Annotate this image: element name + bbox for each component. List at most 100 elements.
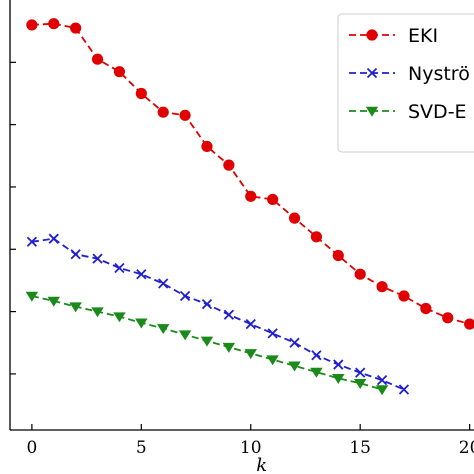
data-point-eki xyxy=(223,159,235,171)
data-point-svd-e xyxy=(156,324,170,335)
data-point-nystr--stroke xyxy=(136,269,147,280)
data-point-eki xyxy=(157,106,169,118)
data-point-nystr- xyxy=(223,309,235,320)
series-line-eki xyxy=(31,22,470,325)
legend-marker-nystr--stroke xyxy=(366,67,378,79)
data-point-svd-e xyxy=(310,367,323,378)
data-point-svd-e xyxy=(244,349,257,360)
data-point-nystr- xyxy=(136,269,147,280)
data-point-nystr- xyxy=(26,236,38,247)
data-point-svd-e xyxy=(135,318,148,329)
data-point-svd-e xyxy=(25,291,39,302)
data-point-svd-e xyxy=(200,336,214,347)
legend-item-nystr-: Nyströ xyxy=(349,63,470,85)
data-point-nystr- xyxy=(289,337,300,348)
data-point-eki xyxy=(398,290,410,302)
legend-label-eki: EKI xyxy=(408,25,438,47)
data-point-eki xyxy=(442,312,454,324)
data-point-nystr--stroke xyxy=(158,278,169,289)
data-point-nystr--stroke xyxy=(355,367,366,378)
data-point-nystr--stroke xyxy=(114,262,125,274)
data-point-eki xyxy=(376,281,388,293)
data-point-nystr- xyxy=(376,375,388,386)
data-point-eki xyxy=(420,302,432,315)
data-point-nystr- xyxy=(179,290,191,302)
legend-label-nystr-: Nyströ xyxy=(408,63,470,85)
legend-marker-nystr- xyxy=(366,67,378,79)
data-point-svd-e xyxy=(266,355,279,366)
legend-label-svd-e: SVD-E xyxy=(408,101,467,123)
data-point-svd-e xyxy=(288,361,301,372)
legend-marker-eki xyxy=(366,29,378,41)
data-point-eki xyxy=(332,249,344,262)
data-point-eki xyxy=(288,212,301,224)
axes: 0 5 10 15 20 xyxy=(9,0,474,458)
legend-item-eki: EKI xyxy=(349,25,438,47)
data-point-nystr- xyxy=(114,262,125,274)
data-point-nystr- xyxy=(92,253,103,264)
x-tick-label: 0 xyxy=(26,438,37,458)
data-point-eki xyxy=(113,66,126,78)
data-point-nystr--stroke xyxy=(267,328,278,339)
x-tick-label: 5 xyxy=(136,438,147,458)
legend-box xyxy=(337,13,474,153)
data-point-nystr- xyxy=(70,249,81,260)
data-point-svd-e xyxy=(178,330,192,341)
data-point-nystr- xyxy=(311,350,322,361)
series-nystr- xyxy=(26,233,410,395)
data-point-eki xyxy=(70,22,82,34)
data-point-eki xyxy=(48,18,60,30)
data-point-svd-e xyxy=(91,307,104,318)
data-point-eki xyxy=(179,109,191,121)
series-eki xyxy=(26,18,474,330)
data-point-nystr- xyxy=(355,367,366,378)
legend-marker-svd-e xyxy=(365,106,379,117)
data-point-nystr--stroke xyxy=(201,298,213,310)
data-point-eki xyxy=(201,140,213,153)
data-point-nystr- xyxy=(201,298,213,310)
data-point-svd-e xyxy=(375,385,389,396)
data-point-nystr- xyxy=(398,384,410,395)
data-point-nystr--stroke xyxy=(289,337,300,348)
data-point-svd-e xyxy=(353,379,367,389)
x-axis-label: k xyxy=(256,455,267,474)
data-point-nystr--stroke xyxy=(245,318,256,330)
series-svd-e xyxy=(25,291,389,396)
series-group xyxy=(25,18,474,396)
data-point-svd-e xyxy=(69,302,82,313)
data-point-eki xyxy=(91,53,104,65)
data-point-eki xyxy=(354,268,366,280)
data-point-eki xyxy=(26,19,38,31)
x-tick-label: 15 xyxy=(349,438,371,458)
data-point-svd-e xyxy=(47,296,60,307)
data-point-nystr- xyxy=(333,359,344,370)
data-point-eki xyxy=(310,231,323,243)
x-tick-label: 10 xyxy=(240,438,262,458)
x-tick-label: 20 xyxy=(459,438,474,458)
data-point-nystr--stroke xyxy=(179,290,191,302)
data-point-nystr- xyxy=(158,278,169,289)
data-point-eki xyxy=(245,190,257,202)
data-point-eki xyxy=(267,193,279,206)
legend: EKI Nyströ SVD-E xyxy=(337,13,474,153)
data-point-nystr--stroke xyxy=(223,309,235,320)
data-point-nystr--stroke xyxy=(26,236,38,247)
data-point-svd-e xyxy=(113,312,126,323)
data-point-nystr--stroke xyxy=(92,253,103,264)
data-point-nystr--stroke xyxy=(376,375,388,386)
data-point-nystr- xyxy=(267,328,278,339)
data-point-eki xyxy=(464,318,474,330)
data-point-nystr- xyxy=(245,318,256,330)
data-point-nystr--stroke xyxy=(70,249,81,260)
legend-item-svd-e: SVD-E xyxy=(349,101,467,123)
series-line-nystr- xyxy=(31,237,405,391)
data-point-nystr- xyxy=(48,233,59,244)
data-point-svd-e xyxy=(222,342,236,353)
data-point-nystr--stroke xyxy=(398,384,410,395)
data-point-svd-e xyxy=(332,374,345,384)
data-point-nystr--stroke xyxy=(48,233,59,244)
data-point-eki xyxy=(135,87,147,100)
data-point-nystr--stroke xyxy=(311,350,322,361)
data-point-nystr--stroke xyxy=(333,359,344,370)
